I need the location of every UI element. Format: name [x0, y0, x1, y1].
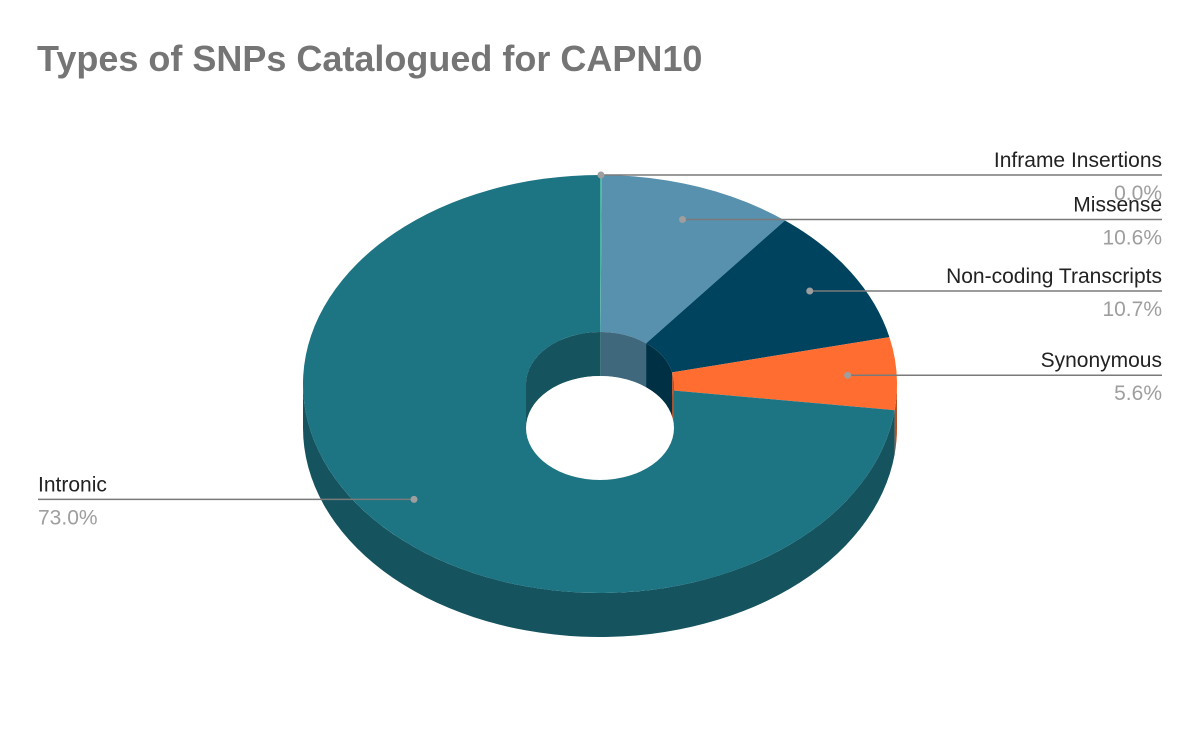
- slice-label-2: Non-coding Transcripts: [946, 265, 1162, 288]
- pie-inner-2-0: [646, 343, 673, 417]
- pie-sides: [303, 384, 897, 637]
- pie-labels: Inframe Insertions 0.0%Missense 10.6% Non-c…: [38, 149, 1162, 529]
- pie-inner-1-0: [600, 332, 647, 388]
- slice-label-0: Inframe Insertions: [994, 149, 1162, 172]
- leader-dot-2: [806, 287, 814, 295]
- donut-hole: [526, 376, 674, 480]
- pie-slice-3: [672, 337, 898, 411]
- pie-slice-1: [600, 175, 785, 344]
- pie-slice-0: [600, 175, 602, 333]
- slice-percent-3: 5.6%: [1114, 382, 1162, 405]
- pie-inner-wall: [526, 332, 674, 480]
- chart-title: Types of SNPs Catalogued for CAPN10: [37, 38, 703, 79]
- pie-inner-3-0: [672, 372, 674, 428]
- pie-side-3: [894, 384, 897, 455]
- slice-percent-4: 73.0%: [38, 506, 98, 529]
- leader-dot-1: [679, 215, 687, 223]
- leader-dot-0: [597, 171, 605, 179]
- pie-inner-4-1: [526, 332, 600, 428]
- slice-percent-2: 10.7%: [1102, 298, 1162, 321]
- pie-slice-4: [302, 175, 895, 593]
- leader-dot-3: [844, 371, 852, 379]
- slice-label-3: Synonymous: [1041, 349, 1162, 372]
- pie-side-4: [303, 384, 895, 637]
- slice-percent-0: 0.0%: [1114, 182, 1162, 205]
- slice-label-4: Intronic: [38, 473, 107, 496]
- pie-tops: [302, 175, 898, 593]
- slice-percent-1: 10.6%: [1102, 226, 1162, 249]
- leader-dot-4: [410, 495, 418, 503]
- slice-label-1: Missense: [1073, 193, 1162, 216]
- pie-slice-2: [646, 220, 890, 373]
